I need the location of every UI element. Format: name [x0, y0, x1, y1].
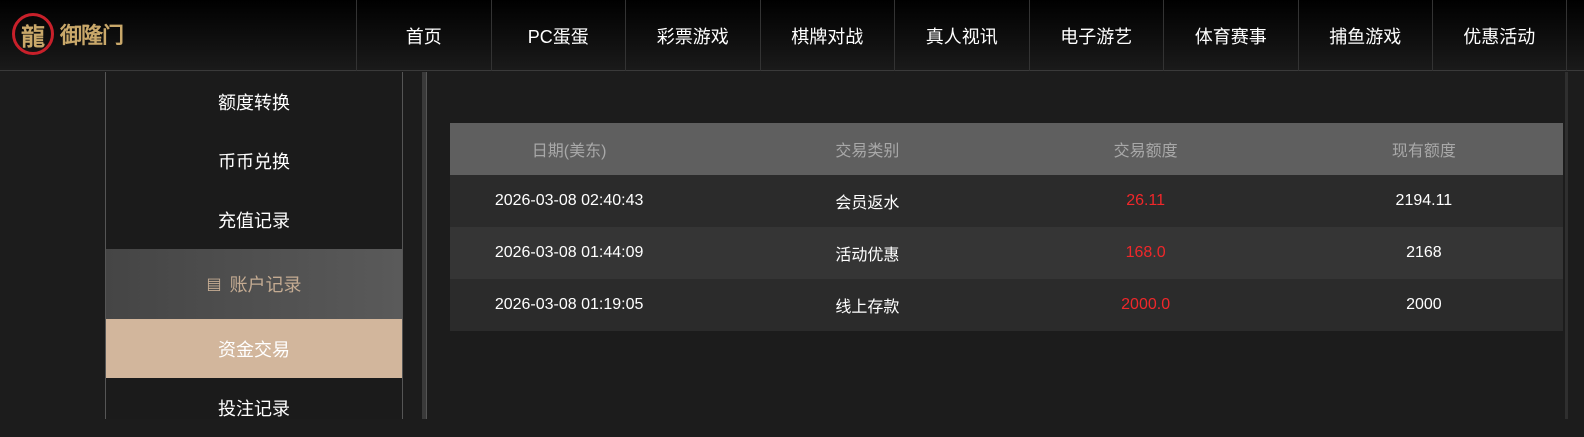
- cell-balance: 2168: [1406, 244, 1442, 261]
- table-row: 2026-03-08 01:44:09 活动优惠 168.0 2168: [450, 227, 1563, 279]
- nav-live-video[interactable]: 真人视讯: [894, 0, 1029, 71]
- nav-electronic[interactable]: 电子游艺: [1028, 0, 1164, 71]
- nav-sports[interactable]: 体育赛事: [1163, 0, 1298, 71]
- nav-chess-cards[interactable]: 棋牌对战: [759, 0, 895, 71]
- logo[interactable]: 龍 御隆门: [12, 8, 132, 60]
- account-record-icon: ▤: [206, 276, 222, 293]
- cell-type: 会员返水: [835, 195, 900, 212]
- content-divider: [422, 72, 427, 419]
- nav-promotions[interactable]: 优惠活动: [1432, 0, 1567, 71]
- cell-balance: 2000: [1406, 296, 1442, 313]
- cell-balance: 2194.11: [1395, 192, 1453, 209]
- sidebar-group-account-records[interactable]: ▤ 账户记录: [106, 249, 402, 319]
- sidebar-item-credit-transfer[interactable]: 额度转换: [218, 92, 290, 113]
- scrollbar[interactable]: [1565, 72, 1568, 419]
- cell-amount: 2000.0: [1121, 296, 1171, 313]
- logo-mark-icon: 龍: [12, 13, 54, 55]
- cell-type: 活动优惠: [835, 247, 900, 264]
- nav-pc-eggs[interactable]: PC蛋蛋: [490, 0, 626, 71]
- sidebar-item-recharge-record[interactable]: 充值记录: [218, 210, 290, 231]
- nav-fishing[interactable]: 捕鱼游戏: [1297, 0, 1433, 71]
- sidebar-item-coin-exchange[interactable]: 币币兑换: [218, 151, 290, 172]
- sidebar: 额度转换 币币兑换 充值记录 ▤ 账户记录 资金交易 投注记录: [105, 72, 403, 419]
- sidebar-item-bet-records[interactable]: 投注记录: [218, 398, 290, 419]
- header-type: 交易类别: [835, 143, 900, 160]
- logo-text: 御隆门: [60, 23, 124, 48]
- cell-date: 2026-03-08 01:44:09: [494, 244, 644, 261]
- table-header: 日期(美东) 交易类别 交易额度 现有额度: [450, 123, 1563, 175]
- cell-date: 2026-03-08 01:19:05: [494, 296, 644, 313]
- cell-amount: 168.0: [1125, 244, 1166, 261]
- header-balance: 现有额度: [1391, 143, 1456, 160]
- top-header: 龍 御隆门 首页 PC蛋蛋 彩票游戏 棋牌对战 真人视讯 电子游艺 体育赛事 捕…: [0, 0, 1584, 71]
- transactions-table: 日期(美东) 交易类别 交易额度 现有额度 2026-03-08 02:40:4…: [450, 123, 1563, 331]
- header-date: 日期(美东): [531, 143, 607, 160]
- table-row: 2026-03-08 01:19:05 线上存款 2000.0 2000: [450, 279, 1563, 331]
- sidebar-item-fund-transactions[interactable]: 资金交易: [106, 319, 402, 378]
- cell-date: 2026-03-08 02:40:43: [494, 192, 644, 209]
- cell-amount: 26.11: [1126, 192, 1166, 209]
- nav-lottery[interactable]: 彩票游戏: [625, 0, 760, 71]
- table-row: 2026-03-08 02:40:43 会员返水 26.11 2194.11: [450, 175, 1563, 227]
- main-nav: 首页 PC蛋蛋 彩票游戏 棋牌对战 真人视讯 电子游艺 体育赛事 捕鱼游戏 优惠…: [356, 0, 1567, 71]
- sidebar-group-label: 账户记录: [229, 275, 302, 295]
- cell-type: 线上存款: [835, 299, 900, 316]
- nav-home[interactable]: 首页: [356, 0, 491, 71]
- header-amount: 交易额度: [1113, 143, 1178, 160]
